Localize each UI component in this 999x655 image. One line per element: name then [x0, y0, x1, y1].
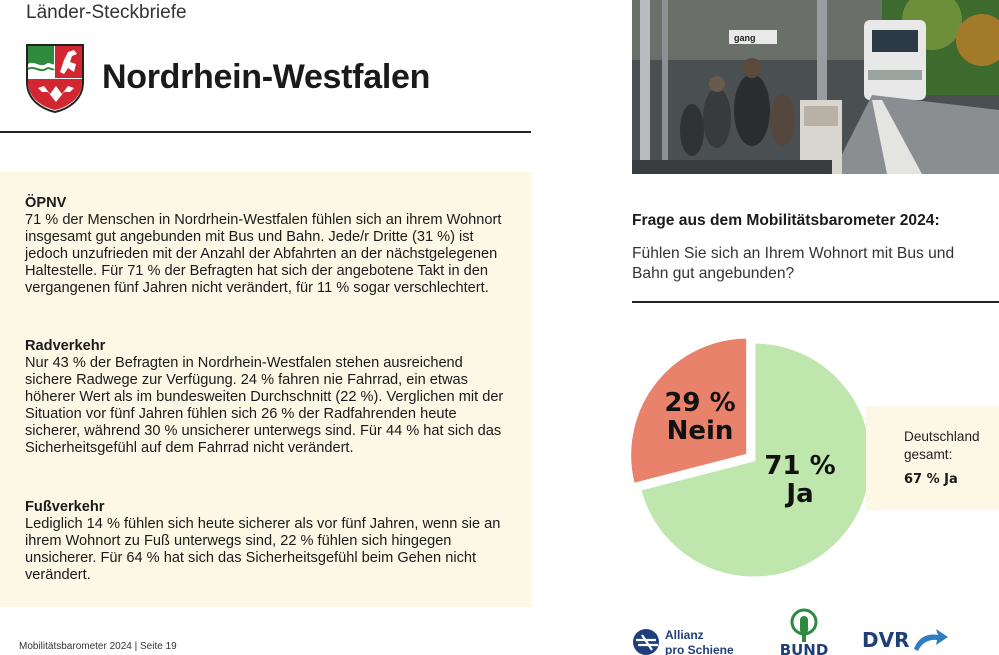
allianz-logo-line1: Allianz [665, 628, 704, 642]
section-heading: Radverkehr [25, 338, 106, 354]
dvr-logo: DVR [862, 628, 948, 652]
section-heading: ÖPNV [25, 195, 67, 211]
section-oepnv: ÖPNV 71 % der Menschen in Nordrhein-West… [25, 195, 510, 297]
page-kicker: Länder-Steckbriefe [26, 2, 187, 23]
section-fussverkehr: Fußverkehr Lediglich 14 % fühlen sich he… [25, 499, 510, 584]
question-heading: Frage aus dem Mobilitätsbarometer 2024: [632, 212, 940, 229]
section-radverkehr: Radverkehr Nur 43 % der Befragten in Nor… [25, 338, 510, 457]
section-body: Nur 43 % der Befragten in Nordrhein-West… [25, 355, 504, 456]
allianz-pro-schiene-logo: Allianz pro Schiene [633, 628, 734, 655]
section-body: 71 % der Menschen in Nordrhein-Westfalen… [25, 212, 502, 296]
pie-slice-ja [637, 340, 874, 580]
comparison-box [866, 406, 999, 510]
slice-category: Ja [786, 479, 814, 509]
dvr-logo-text: DVR [862, 628, 909, 652]
slice-value: 29 % [664, 388, 736, 418]
page-footer: Mobilitätsbarometer 2024 | Seite 19 [19, 641, 177, 652]
question-text: Fühlen Sie sich an Ihrem Wohnort mit Bus… [632, 245, 955, 282]
comparison-label: Deutschland gesamt: [904, 429, 980, 462]
page-title: Nordrhein-Westfalen [102, 58, 431, 96]
divider [0, 131, 531, 133]
pie-chart [628, 335, 874, 580]
section-body: Lediglich 14 % fühlen sich heute sichere… [25, 516, 501, 583]
slice-label-ja: 71 % Ja [748, 452, 852, 508]
slice-category: Nein [666, 416, 734, 446]
allianz-logo-line2: pro Schiene [665, 643, 734, 655]
train-station-photo: gang [632, 0, 999, 174]
comparison-value: 67 % Ja [904, 472, 958, 487]
nrw-coat-of-arms-icon [26, 44, 84, 114]
bund-logo-text: BUND [780, 641, 829, 655]
pie-slice-nein [628, 335, 750, 487]
text-panel [0, 172, 532, 607]
section-heading: Fußverkehr [25, 499, 105, 515]
bund-logo: BUND [780, 608, 829, 655]
slice-value: 71 % [764, 451, 836, 481]
slice-label-nein: 29 % Nein [648, 389, 752, 445]
platform-sign-text: gang [734, 33, 756, 43]
divider [632, 301, 999, 303]
